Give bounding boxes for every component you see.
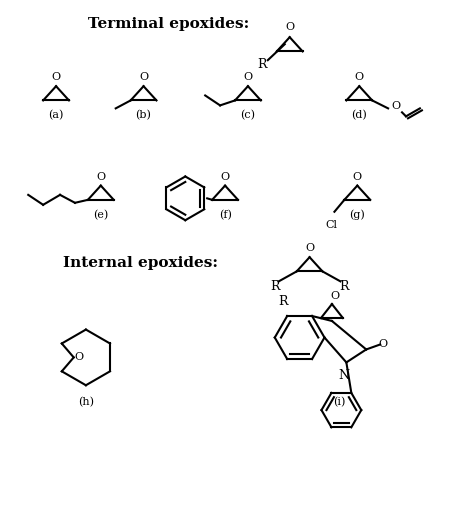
Text: R: R: [257, 57, 266, 71]
Text: Cl: Cl: [326, 220, 337, 230]
Text: O: O: [220, 172, 229, 182]
Text: (b): (b): [136, 110, 152, 121]
Text: N: N: [338, 369, 349, 382]
Text: O: O: [392, 102, 401, 111]
Text: (e): (e): [93, 210, 109, 220]
Text: O: O: [355, 72, 364, 82]
Text: (i): (i): [333, 397, 346, 407]
Text: (f): (f): [219, 210, 231, 220]
Text: O: O: [353, 172, 362, 182]
Text: R: R: [279, 295, 288, 308]
Text: O: O: [243, 72, 253, 82]
Text: (a): (a): [48, 110, 64, 121]
Text: (c): (c): [240, 110, 255, 121]
Text: O: O: [379, 340, 388, 349]
Text: O: O: [285, 22, 294, 32]
Text: O: O: [74, 352, 83, 362]
Text: (g): (g): [349, 210, 365, 221]
Text: O: O: [52, 72, 61, 82]
Text: Internal epoxides:: Internal epoxides:: [63, 256, 218, 270]
Text: O: O: [96, 172, 105, 182]
Text: Terminal epoxides:: Terminal epoxides:: [88, 17, 249, 31]
Text: (d): (d): [351, 110, 367, 121]
Text: R: R: [339, 280, 349, 293]
Text: O: O: [305, 243, 314, 253]
Text: O: O: [139, 72, 148, 82]
Text: O: O: [330, 291, 339, 301]
Text: (h): (h): [78, 397, 94, 407]
Text: R: R: [270, 280, 280, 293]
